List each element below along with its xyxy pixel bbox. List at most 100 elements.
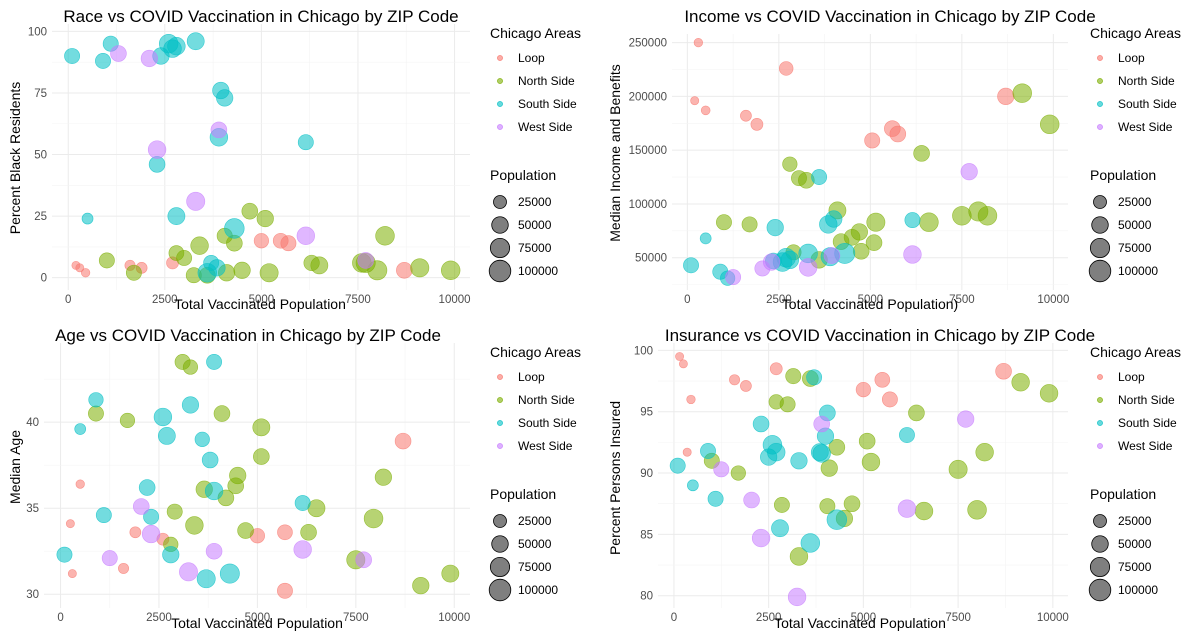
y-tick-label: 40 [26,417,39,429]
data-point-north-side [98,252,115,269]
legend-label-area: North Side [1118,74,1175,88]
data-point-south-side [208,259,226,277]
y-tick-label: 30 [26,589,39,601]
legend-key-west-side [1097,124,1103,130]
x-tick-label: 2500 [756,612,782,624]
scatter-panel-2: 0 2500 5000 7500 10000 50000 100000 150000 20000… [607,7,1181,312]
data-point-west-side [751,528,771,548]
y-tick-label: 0 [41,273,47,285]
data-point-north-side [977,206,998,226]
y-tick-label: 95 [640,407,653,419]
data-point-north-side [913,145,930,162]
legend-label-population: 25000 [518,195,552,209]
x-tick-label: 0 [65,294,71,306]
data-point-loop [740,380,752,392]
data-point-loop [396,262,413,279]
legend-size-key [1091,535,1109,553]
data-point-north-side [967,500,987,520]
legend-areas: Chicago Areas Loop North Side South Side Wes… [490,344,581,453]
y-tick-label: 250000 [629,38,667,50]
legend-key-north-side [1097,78,1103,84]
chart-title: Income vs COVID Vaccination in Chicago b… [684,7,1095,26]
gridlines [658,343,1068,608]
data-point-west-side [725,269,742,286]
legend-key-west-side [497,124,503,130]
data-point-south-side [181,396,200,414]
y-tick-label: 50000 [635,253,667,265]
data-point-north-side [367,260,388,281]
data-point-loop [997,87,1015,105]
gridlines [44,343,470,608]
data-point-south-side [825,210,843,228]
data-point-south-side [790,452,808,470]
data-point-loop [253,233,269,249]
data-point-north-side [166,503,183,520]
data-point-south-side [826,509,848,530]
data-point-west-side [132,498,150,515]
data-point-south-side [138,479,156,496]
data-point-north-side [125,264,142,281]
legend-size-key [1089,237,1111,259]
legend-title-areas: Chicago Areas [1090,344,1181,360]
data-point-west-side [296,226,315,245]
data-point-north-side [1040,114,1060,135]
data-point-west-side [179,562,198,582]
legend-label-area: West Side [518,120,573,134]
data-point-loop [67,569,77,579]
data-point-north-side [782,156,798,172]
chart-title: Insurance vs COVID Vaccination in Chicag… [665,326,1095,345]
legend-label-area: North Side [518,393,575,407]
data-point-north-side [952,206,972,226]
data-point-north-side [1039,384,1059,403]
legend-population: Population 25000 50000 75000 100000 [488,486,558,602]
legend-areas: Chicago Areas Loop North Side South Side Wes… [490,25,581,134]
data-point-north-side [176,250,193,266]
legend-label-area: Loop [1118,51,1145,65]
legend-size-key [1091,216,1109,234]
data-point-south-side [204,481,224,501]
data-point-north-side [785,368,802,385]
data-point-loop [874,372,891,388]
legend-key-north-side [1097,397,1103,403]
legend-title-areas: Chicago Areas [490,344,581,360]
data-point-south-side [162,546,180,564]
data-point-south-side [194,431,210,447]
data-point-west-side [903,245,922,264]
data-point-south-side [683,257,699,274]
data-point-west-side [743,491,760,509]
x-axis-label: Total Vaccinated Population) [782,296,958,312]
data-point-north-side [948,459,968,479]
legend-label-population: 100000 [1118,583,1158,597]
x-tick-label: 2500 [146,612,172,624]
y-axis-label: Median Income and Benefits [607,64,623,241]
y-tick-label: 80 [640,591,653,603]
data-point-north-side [741,216,758,233]
legend-label-population: 100000 [1118,264,1158,278]
legend-label-population: 50000 [518,218,552,232]
data-point-south-side [216,89,234,107]
data-point-west-side [140,49,158,68]
data-point-west-side [293,540,312,559]
data-point-loop [864,132,881,149]
legend-key-south-side [497,101,503,107]
y-tick-label: 200000 [629,91,667,103]
gridlines [52,24,470,290]
y-tick-label: 100 [28,26,47,38]
data-point-loop [750,118,764,131]
legend-title-population: Population [490,167,556,183]
data-point-loop [690,96,700,106]
data-point-loop [778,61,794,76]
data-point-west-side [762,253,781,271]
legend-size-key [493,514,507,528]
data-point-loop [769,362,783,376]
legend-size-key [489,556,511,578]
data-point-north-side [237,522,254,539]
data-point-south-side [167,37,186,56]
data-point-west-side [210,121,228,139]
data-point-south-side [780,250,800,270]
data-point-north-side [119,412,136,429]
data-point-north-side [730,465,746,481]
x-tick-label: 7500 [949,294,975,306]
data-point-west-side [205,542,223,560]
y-tick-label: 35 [26,503,39,515]
